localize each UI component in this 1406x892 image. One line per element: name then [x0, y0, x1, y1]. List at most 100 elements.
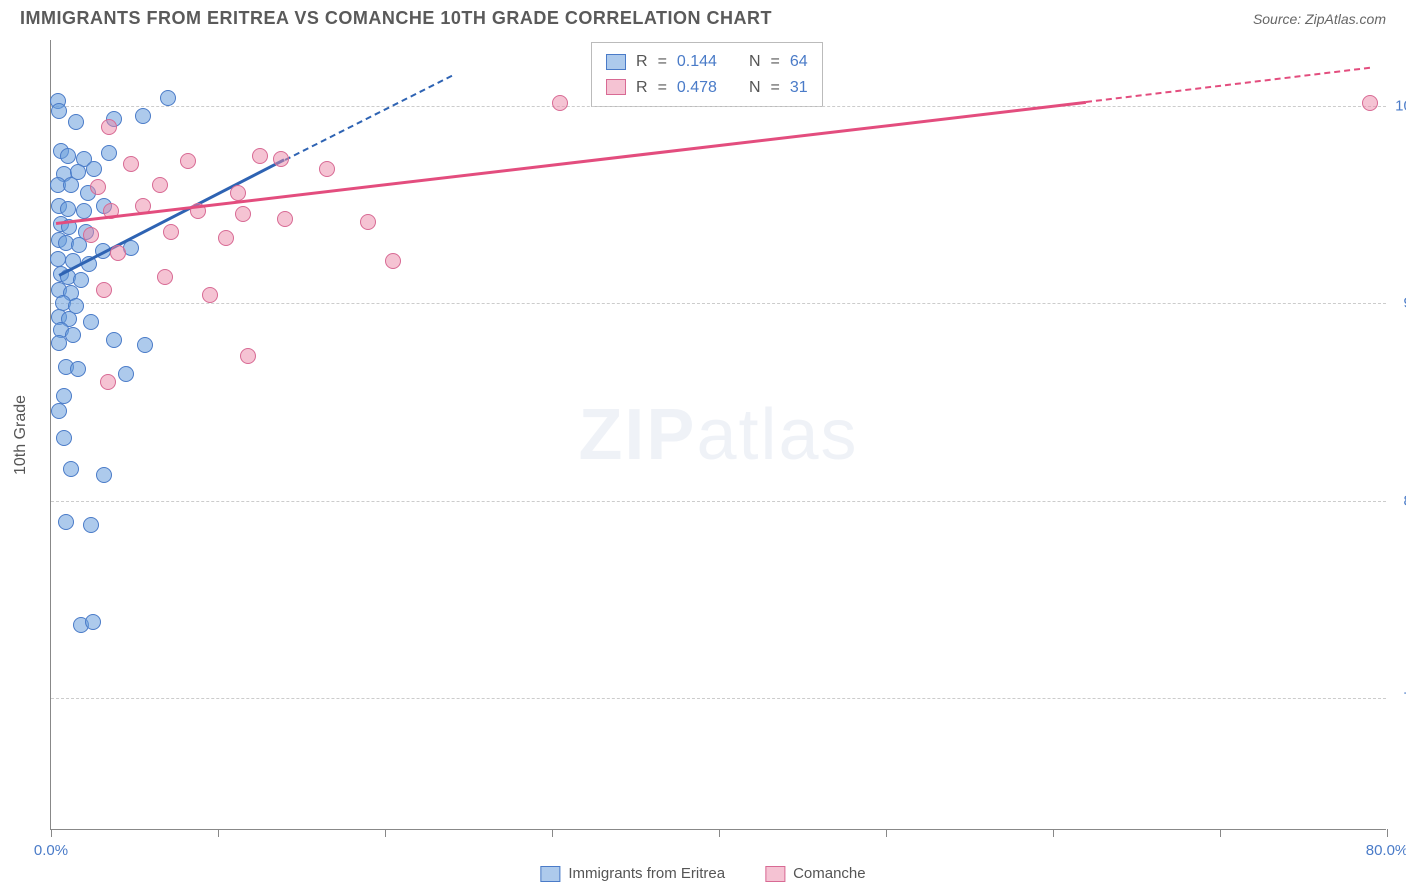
data-point — [51, 335, 67, 351]
legend-item: Immigrants from Eritrea — [540, 865, 725, 882]
data-point — [180, 153, 196, 169]
stats-row: R = 0.144 N = 64 — [606, 49, 808, 75]
legend-swatch — [606, 54, 626, 70]
plot-area: 10th Grade ZIPatlas R=0.144N=64R=0.478N=… — [50, 40, 1386, 830]
stat-eq: = — [771, 49, 780, 75]
data-point — [76, 203, 92, 219]
trend-line-extrapolated — [284, 74, 452, 160]
data-point — [252, 148, 268, 164]
data-point — [101, 119, 117, 135]
legend-label: Comanche — [793, 865, 866, 882]
data-point — [60, 201, 76, 217]
x-tick — [1387, 829, 1388, 837]
data-point — [319, 161, 335, 177]
stat-n-value: 64 — [790, 49, 808, 75]
data-point — [56, 388, 72, 404]
data-point — [100, 374, 116, 390]
stat-eq: = — [658, 75, 667, 101]
stat-n-value: 31 — [790, 75, 808, 101]
watermark: ZIPatlas — [578, 394, 858, 476]
stat-eq: = — [658, 49, 667, 75]
stat-r-value: 0.144 — [677, 49, 717, 75]
stat-n-label: N — [749, 75, 761, 101]
data-point — [68, 114, 84, 130]
x-tick-label: 80.0% — [1366, 842, 1406, 859]
gridline-h — [51, 501, 1386, 502]
data-point — [552, 95, 568, 111]
legend-label: Immigrants from Eritrea — [568, 865, 725, 882]
x-tick — [1053, 829, 1054, 837]
data-point — [58, 514, 74, 530]
trend-line-extrapolated — [1086, 66, 1370, 102]
data-point — [1362, 95, 1378, 111]
data-point — [86, 161, 102, 177]
x-tick — [51, 829, 52, 837]
correlation-stats-box: R = 0.144 N = 64 R = 0.478 N = 31 — [591, 42, 823, 107]
data-point — [70, 361, 86, 377]
data-point — [273, 151, 289, 167]
x-tick — [385, 829, 386, 837]
data-point — [83, 517, 99, 533]
chart-header: IMMIGRANTS FROM ERITREA VS COMANCHE 10TH… — [0, 0, 1406, 33]
data-point — [360, 214, 376, 230]
data-point — [163, 224, 179, 240]
x-tick — [886, 829, 887, 837]
data-point — [63, 177, 79, 193]
data-point — [50, 251, 66, 267]
data-point — [240, 348, 256, 364]
legend-swatch — [765, 866, 785, 882]
watermark-atlas: atlas — [696, 395, 858, 475]
source-prefix: Source: — [1253, 11, 1305, 27]
data-point — [85, 614, 101, 630]
gridline-h — [51, 303, 1386, 304]
data-point — [51, 403, 67, 419]
data-point — [118, 366, 134, 382]
stat-r-label: R — [636, 75, 648, 101]
series-legend: Immigrants from Eritrea Comanche — [540, 865, 865, 882]
data-point — [152, 177, 168, 193]
data-point — [385, 253, 401, 269]
x-tick-label: 0.0% — [34, 842, 68, 859]
legend-swatch — [540, 866, 560, 882]
source-attribution: Source: ZipAtlas.com — [1253, 11, 1386, 27]
data-point — [56, 430, 72, 446]
watermark-zip: ZIP — [578, 395, 696, 475]
stat-n-label: N — [749, 49, 761, 75]
legend-item: Comanche — [765, 865, 866, 882]
data-point — [83, 227, 99, 243]
data-point — [51, 103, 67, 119]
data-point — [230, 185, 246, 201]
stat-eq: = — [771, 75, 780, 101]
data-point — [135, 108, 151, 124]
source-name: ZipAtlas.com — [1305, 11, 1386, 27]
chart-title: IMMIGRANTS FROM ERITREA VS COMANCHE 10TH… — [20, 8, 772, 29]
x-tick — [218, 829, 219, 837]
chart-container: 10th Grade ZIPatlas R=0.144N=64R=0.478N=… — [50, 40, 1386, 830]
stats-row: R = 0.478 N = 31 — [606, 75, 808, 101]
gridline-h — [51, 106, 1386, 107]
x-tick — [1220, 829, 1221, 837]
stat-r-label: R — [636, 49, 648, 75]
data-point — [106, 332, 122, 348]
data-point — [277, 211, 293, 227]
data-point — [202, 287, 218, 303]
legend-swatch — [606, 79, 626, 95]
data-point — [101, 145, 117, 161]
data-point — [83, 314, 99, 330]
data-point — [160, 90, 176, 106]
data-point — [123, 156, 139, 172]
data-point — [110, 245, 126, 261]
data-point — [157, 269, 173, 285]
data-point — [63, 461, 79, 477]
x-tick — [719, 829, 720, 837]
data-point — [235, 206, 251, 222]
data-point — [218, 230, 234, 246]
data-point — [137, 337, 153, 353]
y-tick-label: 100.0% — [1395, 97, 1406, 114]
data-point — [96, 467, 112, 483]
data-point — [60, 148, 76, 164]
trend-line — [56, 101, 1087, 225]
stat-r-value: 0.478 — [677, 75, 717, 101]
data-point — [90, 179, 106, 195]
data-point — [96, 282, 112, 298]
